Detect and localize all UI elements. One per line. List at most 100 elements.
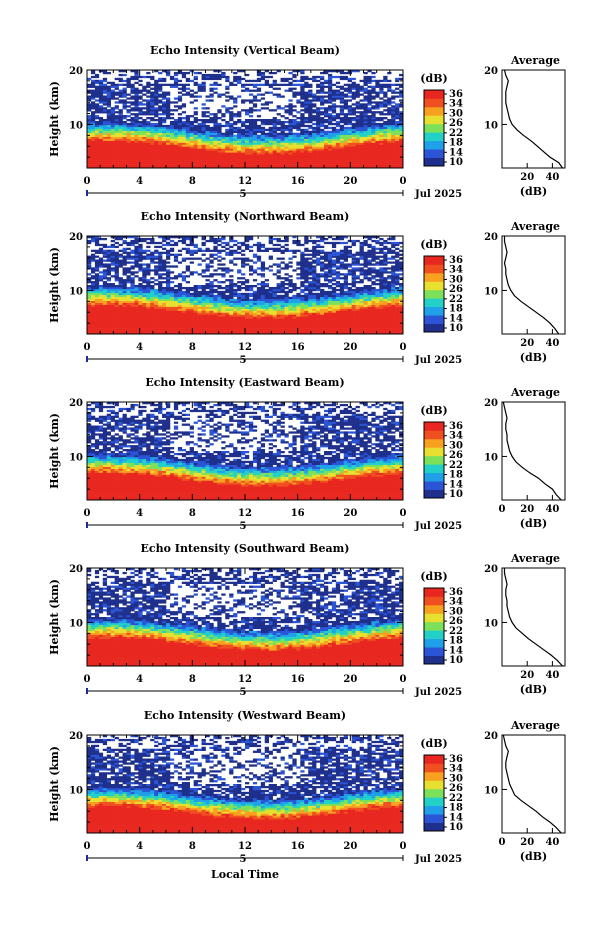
heatmap-cell [130,283,135,286]
heatmap-cell [154,113,159,116]
heatmap-cell [276,120,281,124]
heatmap-cell [237,281,242,284]
heatmap-cell [248,148,254,151]
heatmap-cell [118,136,123,139]
heatmap-cell [134,316,139,319]
heatmap-cell [110,91,115,94]
heatmap-cell [90,140,96,143]
heatmap-cell [150,91,155,94]
heatmap-cell [142,122,147,126]
heatmap-cell [162,273,167,276]
heatmap-cell [205,144,210,147]
heatmap-cell [280,296,285,300]
heatmap-cell [339,142,345,145]
heatmap-cell [209,73,214,77]
heatmap-cell [158,130,163,134]
heatmap-cell [209,128,214,132]
heatmap-cell [213,320,218,323]
heatmap-cell [248,154,254,157]
heatmap-cell [102,275,108,278]
heatmap-cell [355,115,360,118]
heatmap-cell [260,306,266,309]
heatmap-cell [134,162,139,165]
heatmap-cell [162,156,167,159]
heatmap-cell [158,286,163,290]
heatmap-cell [177,320,183,323]
heatmap-cell [256,154,262,157]
heatmap-cell [106,308,111,311]
heatmap-cell [106,259,111,262]
heatmap-cell [237,111,242,114]
heatmap-cell [126,281,131,284]
heatmap-cell [335,81,341,85]
heatmap-cell [387,97,392,100]
heatmap-cell [292,154,297,157]
heatmap-cell [134,81,139,85]
heatmap-cell [134,113,139,116]
heatmap-cell [363,87,368,90]
heatmap-cell [280,332,285,335]
heatmap-cell [296,128,301,132]
heatmap-cell [114,164,119,167]
heatmap-cell [134,122,139,126]
heatmap-cell [264,70,269,73]
heatmap-cell [351,162,356,165]
heatmap-cell [94,150,100,153]
heatmap-cell [296,111,301,114]
heatmap-cell [229,298,234,301]
heatmap-cell [110,243,115,247]
heatmap-cell [363,124,368,128]
heatmap-cell [241,134,246,137]
heatmap-cell [383,138,388,141]
heatmap-cell [256,294,262,298]
heatmap-cell [320,95,325,98]
heatmap-cell [146,285,151,288]
heatmap-cell [213,130,218,134]
heatmap-cell [276,302,281,305]
heatmap-cell [185,130,190,134]
heatmap-cell [118,324,123,327]
heatmap-cell [126,324,131,327]
heatmap-cell [106,158,111,161]
heatmap-cell [260,261,266,264]
heatmap-cell [225,130,230,134]
heatmap-cell [241,130,246,134]
heatmap-cell [225,285,230,288]
heatmap-cell [162,130,167,134]
heatmap-cell [387,146,392,149]
heatmap-cell [177,294,183,298]
heatmap-cell [217,281,222,284]
colorbar-swatch [424,98,444,108]
heatmap-cell [395,120,400,124]
heatmap-cell [347,140,352,143]
heatmap-cell [118,109,123,112]
heatmap-cell [154,312,159,315]
heatmap-cell [268,83,273,86]
heatmap-cell [237,152,242,155]
heatmap-cell [225,138,230,141]
heatmap-cell [296,148,301,151]
heatmap-cell [280,140,285,143]
heatmap-cell [256,326,262,329]
heatmap-cell [185,119,190,122]
heatmap-cell [256,99,262,102]
heatmap-cell [276,148,281,151]
heatmap-cell [114,308,119,311]
heatmap-cell [162,277,167,280]
heatmap-cell [162,318,167,321]
heatmap-cell [241,273,246,276]
heatmap-cell [90,89,96,92]
heatmap-cell [118,316,123,319]
heatmap-cell [201,324,206,327]
heatmap-cell [110,130,115,134]
heatmap-cell [90,290,96,294]
heatmap-cell [296,146,301,149]
heatmap-cell [245,113,250,116]
heatmap-cell [260,283,266,286]
heatmap-cell [98,144,104,147]
heatmap-cell [351,144,356,147]
heatmap-cell [134,101,139,104]
heatmap-cell [288,130,293,134]
heatmap-cell [205,164,210,167]
heatmap-cell [229,318,234,321]
